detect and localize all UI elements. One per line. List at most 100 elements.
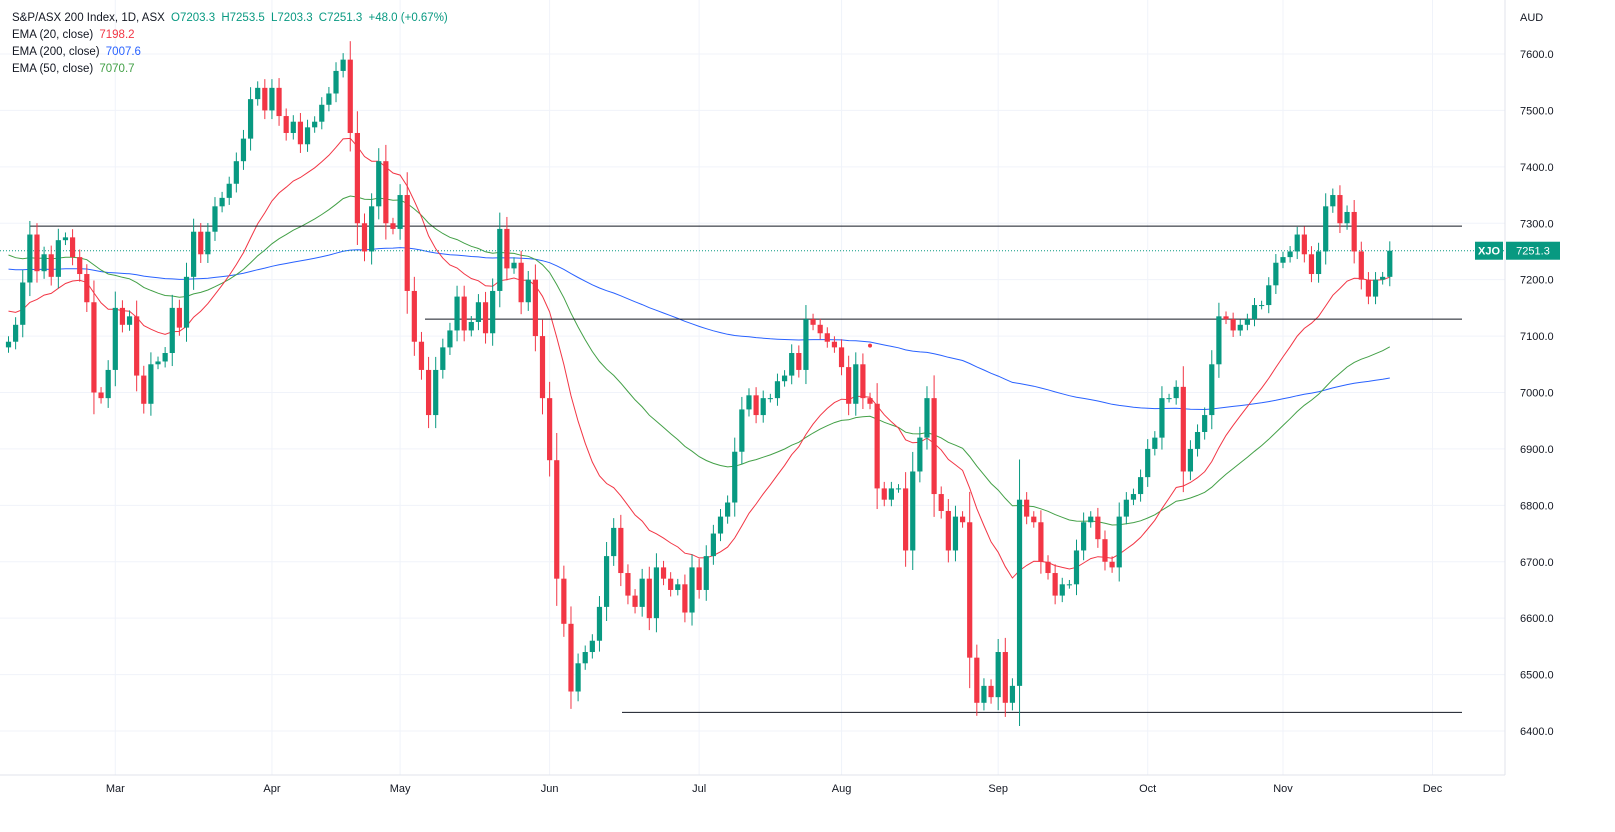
candle-body[interactable]: [1372, 279, 1379, 297]
candle-body[interactable]: [490, 290, 496, 334]
candle-body[interactable]: [205, 231, 211, 255]
candle-body[interactable]: [461, 296, 467, 331]
candle-body[interactable]: [1223, 316, 1229, 320]
candle-body[interactable]: [831, 341, 838, 348]
candle-body[interactable]: [1209, 364, 1215, 416]
candle-body[interactable]: [425, 369, 432, 416]
candle-body[interactable]: [119, 307, 126, 325]
candle-body[interactable]: [1323, 206, 1329, 252]
candle-body[interactable]: [62, 237, 69, 241]
candle-body[interactable]: [1045, 561, 1051, 574]
candle-body[interactable]: [226, 183, 232, 198]
candle-body[interactable]: [1287, 251, 1293, 258]
candle-body[interactable]: [974, 657, 980, 703]
candle-body[interactable]: [774, 381, 781, 399]
candle-body[interactable]: [938, 494, 944, 511]
candle-body[interactable]: [668, 578, 674, 590]
candle-body[interactable]: [233, 161, 239, 184]
candle-body[interactable]: [760, 398, 766, 416]
candle-body[interactable]: [1273, 262, 1279, 286]
candle-body[interactable]: [27, 234, 33, 283]
candle-body[interactable]: [247, 99, 254, 139]
candle-body[interactable]: [5, 341, 12, 348]
candle-body[interactable]: [952, 516, 959, 551]
candle-body[interactable]: [1294, 234, 1300, 252]
candle-body[interactable]: [269, 87, 275, 111]
candle-body[interactable]: [1066, 584, 1072, 586]
candle-body[interactable]: [504, 228, 510, 269]
candle-body[interactable]: [361, 223, 368, 252]
candle-body[interactable]: [753, 395, 759, 416]
candle-body[interactable]: [219, 197, 225, 207]
candle-body[interactable]: [183, 276, 190, 328]
candle-body[interactable]: [162, 353, 168, 362]
candle-body[interactable]: [1266, 285, 1272, 306]
candle-body[interactable]: [1259, 305, 1265, 307]
candle-body[interactable]: [240, 138, 247, 162]
candle-body[interactable]: [717, 516, 724, 534]
candle-body[interactable]: [967, 522, 973, 658]
candle-body[interactable]: [1387, 250, 1393, 277]
candle-body[interactable]: [134, 316, 140, 376]
candle-body[interactable]: [881, 488, 887, 500]
candle-body[interactable]: [376, 161, 382, 207]
candle-body[interactable]: [618, 527, 624, 574]
candle-body[interactable]: [767, 398, 773, 400]
candle-body[interactable]: [646, 578, 652, 619]
candle-body[interactable]: [689, 567, 695, 613]
legend-ema20-row[interactable]: EMA (20, close) 7198.2: [12, 27, 451, 44]
candle-body[interactable]: [1237, 324, 1243, 331]
candle-body[interactable]: [888, 488, 894, 500]
candle-body[interactable]: [1187, 448, 1194, 472]
candle-body[interactable]: [895, 488, 902, 490]
candle-body[interactable]: [1145, 448, 1151, 478]
candle-body[interactable]: [290, 121, 296, 133]
candle-body[interactable]: [1380, 276, 1386, 280]
candle-body[interactable]: [632, 595, 638, 607]
candle-body[interactable]: [867, 398, 873, 404]
candle-body[interactable]: [589, 640, 595, 653]
candle-body[interactable]: [312, 121, 318, 128]
candle-body[interactable]: [824, 333, 830, 342]
candle-body[interactable]: [511, 262, 517, 269]
candle-body[interactable]: [440, 347, 446, 370]
candle-body[interactable]: [1337, 195, 1343, 224]
candle-body[interactable]: [1038, 522, 1044, 562]
candle-body[interactable]: [1088, 516, 1094, 523]
candle-body[interactable]: [682, 584, 688, 613]
candle-body[interactable]: [568, 623, 574, 692]
candle-body[interactable]: [611, 527, 617, 557]
candle-body[interactable]: [1073, 550, 1080, 585]
candle-body[interactable]: [582, 652, 588, 664]
candle-body[interactable]: [917, 437, 923, 472]
candle-body[interactable]: [1230, 319, 1236, 331]
candle-body[interactable]: [910, 471, 916, 551]
candle-body[interactable]: [141, 375, 147, 404]
candle-body[interactable]: [1081, 522, 1087, 551]
candle-body[interactable]: [105, 369, 111, 399]
candle-body[interactable]: [169, 307, 175, 354]
candle-body[interactable]: [319, 104, 325, 122]
candle-body[interactable]: [988, 685, 994, 698]
candle-body[interactable]: [945, 510, 951, 551]
candle-body[interactable]: [411, 290, 417, 342]
candle-body[interactable]: [1351, 211, 1357, 252]
candle-body[interactable]: [603, 556, 610, 607]
candle-body[interactable]: [55, 240, 61, 277]
candle-body[interactable]: [860, 364, 866, 399]
candle-body[interactable]: [212, 206, 218, 232]
candle-body[interactable]: [69, 237, 76, 258]
candle-body[interactable]: [660, 567, 667, 579]
candle-body[interactable]: [696, 567, 702, 590]
candle-body[interactable]: [1016, 499, 1023, 686]
candle-body[interactable]: [995, 652, 1001, 698]
candle-body[interactable]: [639, 578, 645, 607]
candle-body[interactable]: [789, 353, 795, 376]
candle-body[interactable]: [126, 316, 133, 325]
candle-body[interactable]: [1002, 652, 1008, 703]
candle-body[interactable]: [276, 87, 282, 117]
candle-body[interactable]: [796, 353, 802, 370]
candle-body[interactable]: [497, 228, 503, 291]
candle-body[interactable]: [48, 254, 54, 277]
candle-body[interactable]: [155, 361, 161, 365]
